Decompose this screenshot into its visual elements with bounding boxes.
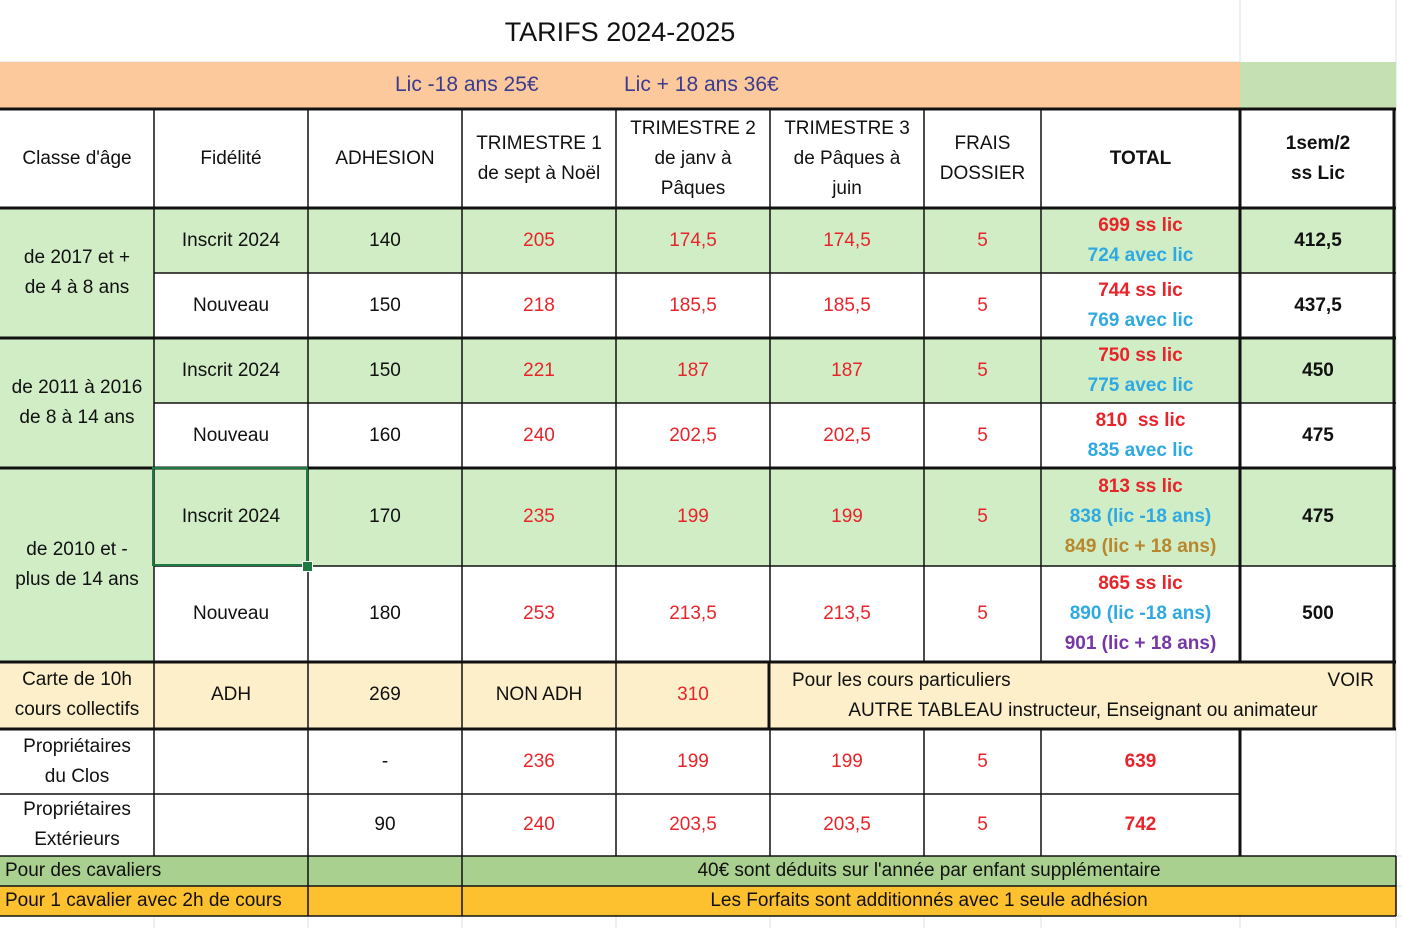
cell-frais[interactable]: 5	[977, 751, 988, 772]
licence-band-green-cell	[1240, 62, 1396, 108]
cell-total[interactable]: 750 ss lic 775 avec lic	[1041, 338, 1240, 403]
cell-frais[interactable]: 5	[924, 208, 1041, 273]
age-class-2010[interactable]: de 2010 et - plus de 14 ans	[0, 468, 154, 662]
cell-semestre[interactable]: 450	[1240, 338, 1396, 403]
cell-adhesion[interactable]: -	[381, 751, 389, 772]
cell-total[interactable]: 810 ss lic 835 avec lic	[1087, 409, 1194, 461]
header-fidelity[interactable]: Fidélité	[200, 148, 262, 169]
cell-adhesion[interactable]: 150	[308, 338, 462, 403]
header-semestre[interactable]: 1sem/2 ss Lic	[1285, 133, 1351, 184]
licence-minus18: Lic -18 ans 25€	[395, 73, 539, 96]
note-line2: AUTRE TABLEAU instructeur, Enseignant ou…	[848, 700, 1318, 721]
cell-t1[interactable]: 218	[523, 294, 555, 316]
cell-adhesion[interactable]: 150	[369, 294, 401, 316]
cell-semestre[interactable]: 475	[1302, 424, 1334, 446]
cell-fidelity[interactable]: Nouveau	[192, 294, 270, 316]
proprietaires-exterieurs-label[interactable]: Propriétaires Extérieurs	[23, 799, 131, 850]
header-total[interactable]: TOTAL	[1109, 148, 1172, 169]
cell-t2[interactable]: 185,5	[669, 294, 717, 316]
selected-cell-outline	[152, 467, 308, 566]
cell-frais[interactable]: 5	[924, 338, 1041, 403]
cell-adhesion[interactable]: 170	[308, 468, 462, 566]
cell-t1[interactable]: 236	[523, 751, 555, 772]
cell-t1[interactable]: 253	[523, 603, 555, 624]
fill-handle[interactable]	[302, 561, 313, 572]
cell-semestre[interactable]: 475	[1240, 468, 1396, 566]
cell-adhesion[interactable]: 180	[369, 603, 401, 624]
cell-fidelity[interactable]: Inscrit 2024	[154, 208, 308, 273]
cell-t3[interactable]: 199	[770, 468, 924, 566]
header-trimestre-2[interactable]: TRIMESTRE 2 de janv à Pâques	[630, 118, 756, 199]
age-class-2011[interactable]: de 2011 à 2016 de 8 à 14 ans	[0, 338, 154, 468]
cell-t2[interactable]: 202,5	[669, 424, 717, 446]
cell-fidelity[interactable]: Inscrit 2024	[154, 338, 308, 403]
cell-total[interactable]: 865 ss lic 890 (lic -18 ans) 901 (lic + 18…	[1064, 573, 1217, 654]
header-trimestre-3[interactable]: TRIMESTRE 3 de Pâques à juin	[784, 118, 910, 199]
carte-non-adh[interactable]: NON ADH	[462, 662, 616, 728]
proprietaires-clos-label[interactable]: Propriétaires du Clos	[23, 736, 131, 787]
cell-frais[interactable]: 5	[977, 603, 988, 624]
footer-row1-label[interactable]: Pour des cavaliers	[0, 856, 462, 886]
cell-t3[interactable]: 185,5	[823, 294, 871, 316]
cell-t2[interactable]: 203,5	[669, 814, 717, 835]
cell-t1[interactable]: 240	[523, 424, 555, 446]
footer-row2-text[interactable]: Les Forfaits sont additionnés avec 1 seu…	[462, 886, 1396, 916]
cell-t3[interactable]: 203,5	[823, 814, 871, 835]
cell-fidelity[interactable]: Inscrit 2024	[154, 468, 308, 566]
carte-adh[interactable]: ADH	[154, 662, 308, 728]
cell-t1[interactable]: 235	[462, 468, 616, 566]
cell-fidelity[interactable]: Nouveau	[192, 424, 270, 446]
cell-adhesion[interactable]: 140	[308, 208, 462, 273]
cell-total[interactable]: 639	[1124, 751, 1157, 772]
cell-t1[interactable]: 205	[462, 208, 616, 273]
cell-frais[interactable]: 5	[977, 814, 988, 835]
cell-semestre[interactable]: 500	[1302, 603, 1334, 624]
cell-t3[interactable]: 202,5	[823, 424, 871, 446]
cell-frais[interactable]: 5	[977, 294, 988, 316]
cell-fidelity[interactable]: Nouveau	[192, 603, 270, 624]
note-voir: VOIR	[1327, 670, 1374, 691]
cell-adhesion[interactable]: 90	[374, 814, 396, 835]
cell-total[interactable]: 744 ss lic 769 avec lic	[1087, 279, 1194, 331]
cell-total[interactable]: 699 ss lic 724 avec lic	[1041, 208, 1240, 273]
cell-t3[interactable]: 213,5	[823, 603, 871, 624]
carte-label[interactable]: Carte de 10h cours collectifs	[0, 662, 154, 728]
cell-t3[interactable]: 174,5	[770, 208, 924, 273]
carte-non-adh-price[interactable]: 310	[616, 662, 770, 728]
cours-particuliers-note[interactable]: Pour les cours particuliers VOIR AUTRE T…	[770, 662, 1396, 728]
cell-frais[interactable]: 5	[977, 424, 988, 446]
cell-adhesion[interactable]: 160	[369, 424, 401, 446]
cell-total[interactable]: 742	[1124, 814, 1157, 835]
cell-semestre[interactable]: 412,5	[1240, 208, 1396, 273]
cell-t3[interactable]: 187	[770, 338, 924, 403]
note-line1: Pour les cours particuliers	[792, 670, 1011, 691]
cell-t2[interactable]: 174,5	[616, 208, 770, 273]
cell-t2[interactable]: 187	[616, 338, 770, 403]
header-trimestre-1[interactable]: TRIMESTRE 1 de sept à Noël	[476, 133, 602, 184]
header-adhesion[interactable]: ADHESION	[335, 148, 435, 169]
age-class-2017[interactable]: de 2017 et + de 4 à 8 ans	[0, 208, 154, 338]
cell-t1[interactable]: 221	[462, 338, 616, 403]
cell-t3[interactable]: 199	[831, 751, 863, 772]
footer-row1-text[interactable]: 40€ sont déduits sur l'année par enfant …	[462, 856, 1396, 886]
cell-t1[interactable]: 240	[523, 814, 555, 835]
cell-t2[interactable]: 199	[616, 468, 770, 566]
footer-row2-label[interactable]: Pour 1 cavalier avec 2h de cours	[0, 886, 462, 916]
header-frais-dossier[interactable]: FRAIS DOSSIER	[939, 133, 1026, 184]
header-age-class[interactable]: Classe d'âge	[22, 148, 132, 169]
licence-plus18: Lic + 18 ans 36€	[624, 73, 779, 96]
licence-band	[0, 62, 1240, 108]
cell-semestre[interactable]: 437,5	[1294, 294, 1342, 316]
sheet-title: TARIFS 2024-2025	[504, 17, 736, 47]
cell-total[interactable]: 813 ss lic 838 (lic -18 ans) 849 (lic + 18…	[1041, 468, 1240, 566]
carte-adh-price[interactable]: 269	[308, 662, 462, 728]
cell-frais[interactable]: 5	[924, 468, 1041, 566]
cell-t2[interactable]: 199	[677, 751, 709, 772]
cell-t2[interactable]: 213,5	[669, 603, 717, 624]
